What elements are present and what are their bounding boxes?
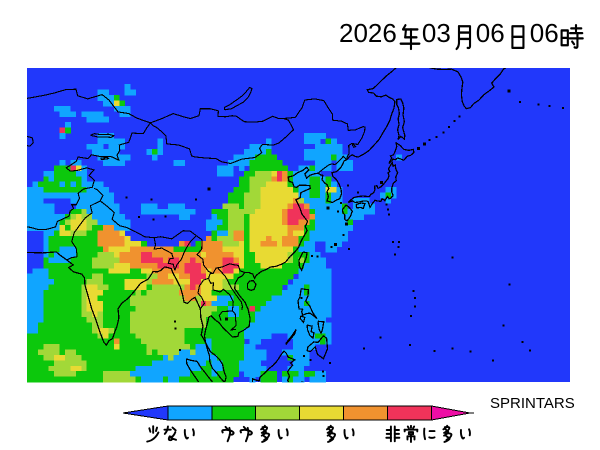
svg-text:SPRINTARS: SPRINTARS (490, 395, 575, 412)
svg-text:06: 06 (530, 18, 559, 48)
svg-text:06: 06 (476, 18, 505, 48)
svg-text:2026: 2026 (339, 18, 397, 48)
svg-text:03: 03 (422, 18, 451, 48)
